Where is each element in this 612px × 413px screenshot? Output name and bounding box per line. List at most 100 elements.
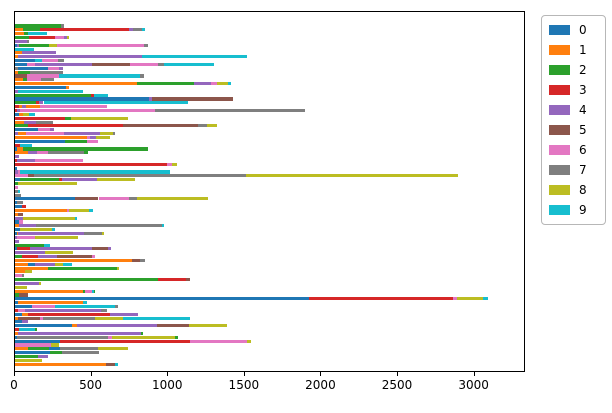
bar-segment-series-8 [66,35,69,40]
bar-segment-series-7 [27,39,29,43]
bar-segment-series-0 [15,43,17,47]
bar-segment-series-7 [17,335,109,339]
bar-segment-series-7 [36,120,54,124]
bar-segment-series-6 [91,255,96,259]
bar-segment-series-8 [98,347,129,351]
bar-segment-series-6 [15,343,51,347]
x-tick-label: 500 [79,378,103,392]
x-tick-label: 2000 [305,378,336,392]
bar-segment-series-1 [71,324,77,328]
bar-segment-series-6 [35,158,83,163]
bar-segment-series-1 [15,262,29,266]
bar-segment-series-0 [15,312,22,316]
bar-segment-series-8 [18,182,77,186]
bar-segment-series-6 [41,59,58,63]
bar-segment-series-3 [29,35,56,40]
legend-label: 2 [579,63,587,77]
bar-segment-series-9 [91,289,94,293]
bar-segment-series-4 [24,308,101,312]
bar-segment-series-8 [49,43,58,47]
bar-segment-series-1 [21,312,29,316]
x-tick-mark [320,372,322,376]
bar-segment-series-2 [48,266,117,270]
bar-segment-series-0 [15,220,20,224]
bar-segment-series-5 [186,278,191,282]
bar-segment-series-8 [99,132,113,136]
legend: 0 1 2 3 4 5 6 7 8 9 [541,15,606,225]
bar-segment-series-1 [18,105,23,109]
bar-segment-series-7 [35,224,163,228]
x-tick-mark [473,372,475,376]
bar-segment-series-6 [57,43,144,47]
bar-segment-series-5 [75,197,99,201]
bar-segment-series-8 [217,82,228,86]
bar-segment-series-3 [28,312,111,316]
bar-segment-series-8 [172,162,178,166]
bar-segment-series-6 [87,139,98,143]
bar-segment-series-1 [66,85,69,90]
bar-segment-series-9 [163,62,215,66]
bar-segment-series-3 [15,109,17,113]
bar-segment-series-9 [82,301,87,305]
bar-segment-series-9 [19,328,36,332]
bar-segment-series-3 [16,247,31,251]
bar-segment-series-0 [15,228,20,232]
bar-segment-series-9 [43,101,189,105]
bar-segment-series-2 [83,151,89,155]
bar-segment-series-4 [59,66,64,70]
bar-segment-series-4 [149,97,153,101]
bar-segment-series-2 [140,331,144,335]
bar-segment-series-8 [116,266,120,270]
bar-segment-series-3 [15,328,20,332]
bar-segment-series-9 [28,32,47,36]
bar-segment-series-7 [83,231,102,236]
bar-segment-series-4 [18,55,142,59]
bar-segment-series-6 [15,185,19,189]
bar-segment-series-3 [28,124,124,128]
bar-segment-series-1 [25,105,41,109]
bar-segment-series-8 [111,335,176,339]
bar-segment-series-6 [108,335,112,339]
bar-segment-series-6 [19,220,23,224]
bar-segment-series-6 [27,78,41,82]
legend-label: 4 [579,103,587,117]
bar-segment-series-4 [61,178,97,182]
bar-segment-series-7 [42,316,96,320]
bar-segment-series-6 [18,170,21,174]
bar-segment-series-7 [40,78,55,82]
x-tick-label: 1000 [151,378,183,392]
bar-segment-series-3 [59,178,62,182]
bar-segment-series-1 [15,55,19,59]
bar-segment-series-1 [15,120,25,124]
bar-segment-series-4 [35,262,55,266]
legend-item-7: 7 [549,163,598,177]
bar-segment-series-2 [18,43,49,47]
x-tick-mark [243,372,245,376]
bar-segment-series-4 [22,105,26,109]
bar-segment-series-6 [40,316,43,320]
bar-segment-series-6 [98,197,129,201]
bar-segment-series-7 [34,174,246,178]
bar-segment-series-6 [15,174,29,178]
bar-segment-series-9 [59,74,140,78]
bar-segment-series-0 [15,304,32,309]
bar-segment-series-6 [26,74,60,78]
bar-segment-series-7 [155,109,305,113]
plot-area [14,11,525,372]
bar-segment-series-6 [37,128,51,132]
bar-segment-series-2 [19,178,60,182]
bar-segment-series-4 [15,235,17,239]
bar-segment-series-8 [207,124,218,128]
legend-item-5: 5 [549,123,598,137]
bar-segment-series-0 [15,301,19,305]
bar-segment-series-6 [87,135,91,139]
bar-segment-series-9 [55,304,116,309]
bar-segment-series-8 [44,251,74,255]
bar-segment-series-2 [15,182,19,186]
bar-segment-series-1 [15,82,137,86]
bar-segment-series-0 [15,197,76,201]
bar-segment-series-8 [23,112,30,116]
bar-segment-series-7 [61,351,99,355]
bar-segment-series-1 [15,270,25,274]
bar-segment-series-9 [162,224,165,228]
